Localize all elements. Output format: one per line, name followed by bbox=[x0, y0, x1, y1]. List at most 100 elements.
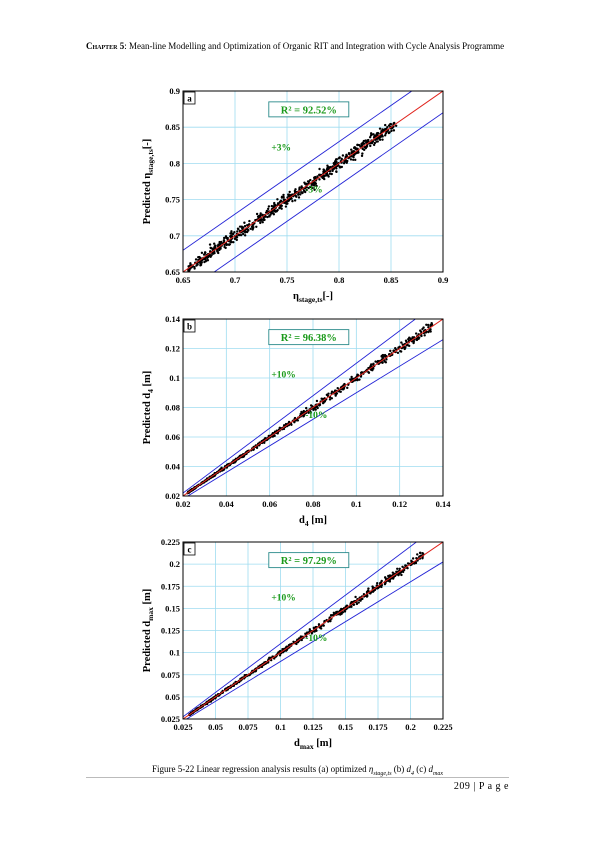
data-point bbox=[346, 386, 349, 390]
page-header: Chapter 5: Mean-line Modelling and Optim… bbox=[86, 41, 526, 52]
data-point bbox=[364, 146, 367, 150]
data-point bbox=[336, 386, 339, 390]
data-point bbox=[365, 144, 369, 148]
data-point bbox=[303, 190, 307, 194]
data-point bbox=[388, 580, 392, 583]
y-tick-label: 0.14 bbox=[165, 314, 181, 324]
data-point bbox=[361, 147, 364, 151]
x-axis-label: dmax [m] bbox=[294, 738, 332, 751]
data-point bbox=[392, 349, 395, 353]
r2-label: R² = 97.29% bbox=[281, 556, 337, 567]
data-point bbox=[300, 410, 303, 414]
data-point bbox=[299, 193, 302, 196]
data-point bbox=[273, 201, 276, 205]
data-point bbox=[337, 157, 341, 160]
panel-label-box bbox=[183, 319, 196, 333]
data-point bbox=[257, 214, 261, 218]
data-point bbox=[223, 243, 226, 247]
panel-label: c bbox=[188, 545, 192, 555]
data-point bbox=[385, 358, 388, 361]
y-tick-label: 0.02 bbox=[165, 491, 180, 501]
data-point bbox=[308, 628, 312, 631]
data-point bbox=[339, 613, 342, 616]
data-point bbox=[310, 632, 314, 635]
data-point bbox=[232, 240, 235, 244]
data-point bbox=[199, 263, 203, 267]
data-point bbox=[373, 134, 377, 137]
data-point bbox=[280, 207, 283, 210]
data-point bbox=[343, 382, 346, 386]
data-point bbox=[365, 141, 368, 144]
data-point bbox=[250, 225, 254, 228]
data-point bbox=[412, 341, 415, 345]
lower-bound-line bbox=[185, 561, 443, 719]
data-point bbox=[204, 260, 208, 263]
data-point bbox=[235, 238, 238, 242]
data-point bbox=[394, 124, 398, 127]
data-point bbox=[276, 198, 279, 201]
y-tick-label: 0.075 bbox=[161, 670, 180, 680]
data-point bbox=[214, 244, 217, 247]
data-point bbox=[332, 162, 335, 165]
caption-sub-b: 4 bbox=[411, 770, 415, 777]
data-point bbox=[392, 122, 395, 125]
data-point bbox=[318, 173, 322, 177]
data-point bbox=[381, 129, 385, 133]
data-point bbox=[374, 360, 377, 363]
data-point bbox=[360, 142, 364, 145]
data-point bbox=[196, 263, 199, 266]
data-point bbox=[350, 155, 353, 158]
x-tick-label: 0.9 bbox=[438, 275, 449, 285]
data-point bbox=[331, 169, 334, 172]
r2-box bbox=[268, 101, 350, 118]
data-point bbox=[427, 323, 430, 327]
data-point bbox=[229, 232, 232, 235]
data-point bbox=[194, 258, 198, 261]
y-tick-label: 0.1 bbox=[169, 648, 180, 658]
data-point bbox=[429, 328, 432, 331]
data-point bbox=[255, 446, 259, 450]
data-point bbox=[350, 377, 354, 381]
data-point bbox=[341, 154, 345, 157]
data-point bbox=[403, 346, 407, 349]
chart-panel-c: 0.025 0.05 0.075 0.1 0.125 0.15 0.175 0.2 0.225 0… bbox=[138, 537, 463, 759]
ideal-fit-line bbox=[183, 542, 443, 719]
data-point bbox=[410, 559, 413, 563]
data-point bbox=[266, 215, 269, 219]
x-tick-label: 0.65 bbox=[176, 275, 191, 285]
data-point bbox=[405, 340, 408, 344]
data-point bbox=[286, 202, 289, 205]
data-point bbox=[350, 148, 353, 151]
data-point bbox=[383, 134, 387, 137]
x-tick-label: 0.12 bbox=[392, 499, 407, 509]
data-point bbox=[309, 411, 312, 414]
data-point bbox=[414, 561, 418, 565]
data-point bbox=[300, 185, 303, 188]
panel-label: a bbox=[187, 94, 192, 104]
data-point bbox=[378, 136, 382, 139]
data-point bbox=[427, 330, 430, 334]
r2-box bbox=[268, 552, 350, 569]
data-point bbox=[305, 406, 308, 410]
data-point bbox=[303, 181, 306, 184]
data-point bbox=[313, 183, 316, 187]
data-point bbox=[255, 225, 258, 228]
upper-bound-line bbox=[183, 91, 413, 251]
data-point bbox=[396, 351, 400, 355]
data-point bbox=[261, 221, 264, 224]
data-point bbox=[243, 221, 246, 224]
data-point bbox=[406, 566, 409, 570]
data-point bbox=[313, 188, 316, 191]
data-point bbox=[314, 175, 317, 179]
data-point bbox=[189, 262, 192, 265]
data-point bbox=[236, 230, 239, 233]
data-point bbox=[269, 213, 272, 216]
y-tick-label: 0.125 bbox=[161, 626, 180, 636]
data-point bbox=[314, 408, 317, 411]
data-point bbox=[347, 152, 351, 155]
panel-label-box bbox=[183, 542, 196, 556]
x-tick-label: 0.225 bbox=[433, 722, 452, 732]
x-tick-label: 0.8 bbox=[334, 275, 345, 285]
data-point bbox=[210, 254, 213, 257]
data-point bbox=[266, 207, 270, 211]
